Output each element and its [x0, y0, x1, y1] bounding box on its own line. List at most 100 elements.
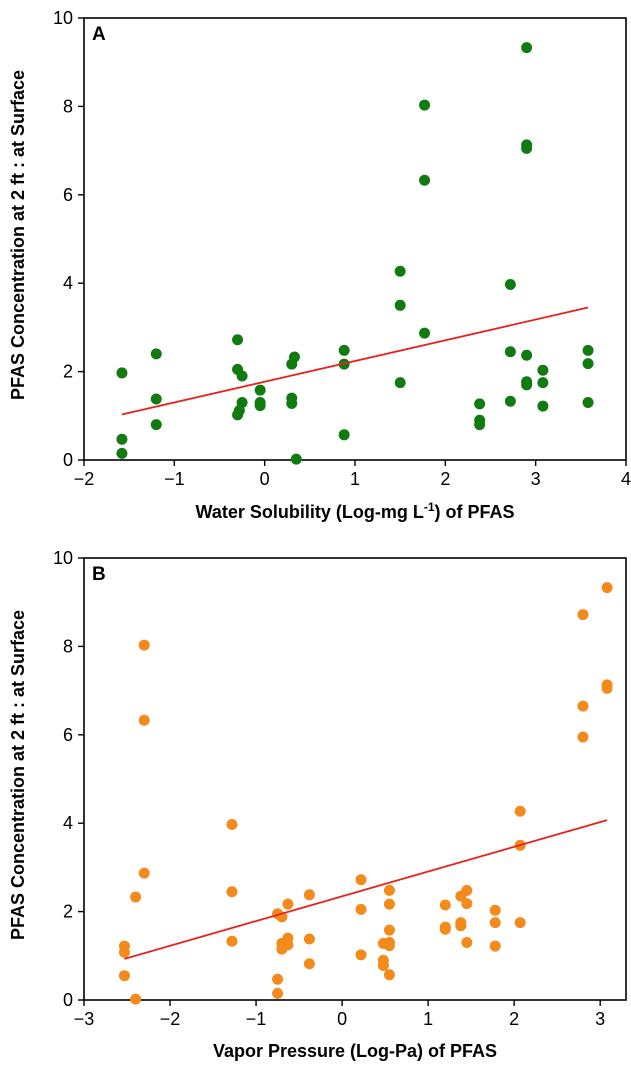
data-point	[419, 327, 431, 339]
data-point	[514, 917, 526, 929]
data-point	[504, 279, 516, 291]
y-tick-label: 8	[63, 96, 73, 116]
data-point	[474, 419, 486, 431]
data-point	[537, 377, 549, 389]
data-point	[138, 714, 150, 726]
data-point	[521, 142, 533, 154]
data-point	[116, 433, 128, 445]
data-point	[521, 349, 533, 361]
data-point	[577, 700, 589, 712]
data-point	[272, 973, 284, 985]
chart-panel-b: −3 −2 −1 0 1 2 3 0 2 4 6 8 10 B PFAS Concentration at …	[8, 548, 627, 1061]
data-point	[504, 395, 516, 407]
x-tick-label: 2	[440, 469, 450, 489]
x-tick-label: 0	[337, 1009, 347, 1029]
data-point	[150, 393, 162, 405]
chart-panel-a: −2 −1 0 1 2 3 4 0 2 4 6 8 10 A PFAS Concentration at 2…	[8, 8, 631, 522]
x-axis-title-main: Water Solubility (Log-mg L	[196, 502, 424, 522]
data-point	[226, 935, 238, 947]
data-point	[514, 805, 526, 817]
x-axis-title: Water Solubility (Log-mg L-1) of PFAS	[196, 500, 515, 522]
panel-label: A	[92, 24, 106, 45]
panel-label: B	[92, 564, 106, 585]
y-tick-label: 6	[63, 725, 73, 745]
y-axis-title: PFAS Concentration at 2 ft : at Surface	[8, 610, 28, 940]
y-tick-label: 6	[63, 185, 73, 205]
data-point	[118, 970, 130, 982]
y-tick-label: 4	[63, 813, 73, 833]
y-tick-label: 0	[63, 990, 73, 1010]
x-tick-label: −3	[74, 1009, 95, 1029]
data-point	[130, 993, 142, 1005]
x-tick-label: −1	[164, 469, 185, 489]
data-point	[116, 367, 128, 379]
data-point	[383, 940, 395, 952]
data-point	[601, 682, 613, 694]
x-tick-label: 2	[509, 1009, 519, 1029]
x-tick-label: 1	[350, 469, 360, 489]
data-point	[116, 447, 128, 459]
data-point	[272, 987, 284, 999]
data-point	[236, 370, 248, 382]
data-point	[338, 344, 350, 356]
data-point	[461, 884, 473, 896]
y-tick-label: 2	[63, 362, 73, 382]
data-point	[383, 898, 395, 910]
data-point	[577, 609, 589, 621]
data-point	[394, 377, 406, 389]
x-tick-label: 0	[260, 469, 270, 489]
data-point	[601, 582, 613, 594]
x-tick-label: −2	[74, 469, 95, 489]
x-axis-title-end: ) of PFAS	[435, 502, 515, 522]
data-point	[355, 874, 367, 886]
data-point	[138, 867, 150, 879]
data-point	[282, 939, 294, 951]
data-point	[226, 886, 238, 898]
data-point	[461, 898, 473, 910]
x-tick-label: −2	[160, 1009, 181, 1029]
regression-line	[124, 819, 608, 960]
data-point	[577, 731, 589, 743]
data-point	[582, 397, 594, 409]
y-tick-label: 4	[63, 273, 73, 293]
y-tick-label: 10	[53, 548, 73, 568]
data-point	[150, 419, 162, 431]
data-point	[383, 924, 395, 936]
x-axis-title: Vapor Pressure (Log-Pa) of PFAS	[213, 1041, 497, 1061]
data-point	[226, 819, 238, 831]
data-point	[254, 384, 266, 396]
y-tick-label: 2	[63, 902, 73, 922]
data-point	[582, 344, 594, 356]
x-tick-label: 3	[595, 1009, 605, 1029]
data-point	[282, 898, 294, 910]
data-point	[489, 917, 501, 929]
data-point	[150, 348, 162, 360]
y-tick-label: 10	[53, 8, 73, 28]
data-point	[383, 969, 395, 981]
data-point	[355, 903, 367, 915]
data-point	[439, 923, 451, 935]
data-point	[232, 409, 244, 421]
y-tick-label: 0	[63, 450, 73, 470]
data-point	[489, 904, 501, 916]
data-point	[377, 960, 389, 972]
data-point	[537, 364, 549, 376]
data-point	[394, 299, 406, 311]
x-tick-label: −1	[246, 1009, 267, 1029]
data-point	[383, 884, 395, 896]
data-point	[138, 639, 150, 651]
x-axis-title-superscript: -1	[424, 500, 435, 514]
data-point	[537, 400, 549, 412]
x-tick-label: 3	[531, 469, 541, 489]
y-tick-label: 8	[63, 636, 73, 656]
data-point	[582, 358, 594, 370]
x-tick-label: 1	[423, 1009, 433, 1029]
data-point	[118, 946, 130, 958]
data-point	[303, 958, 315, 970]
data-point	[521, 42, 533, 54]
data-point	[303, 933, 315, 945]
data-point	[254, 400, 266, 412]
data-point	[290, 453, 302, 465]
data-point	[419, 99, 431, 111]
